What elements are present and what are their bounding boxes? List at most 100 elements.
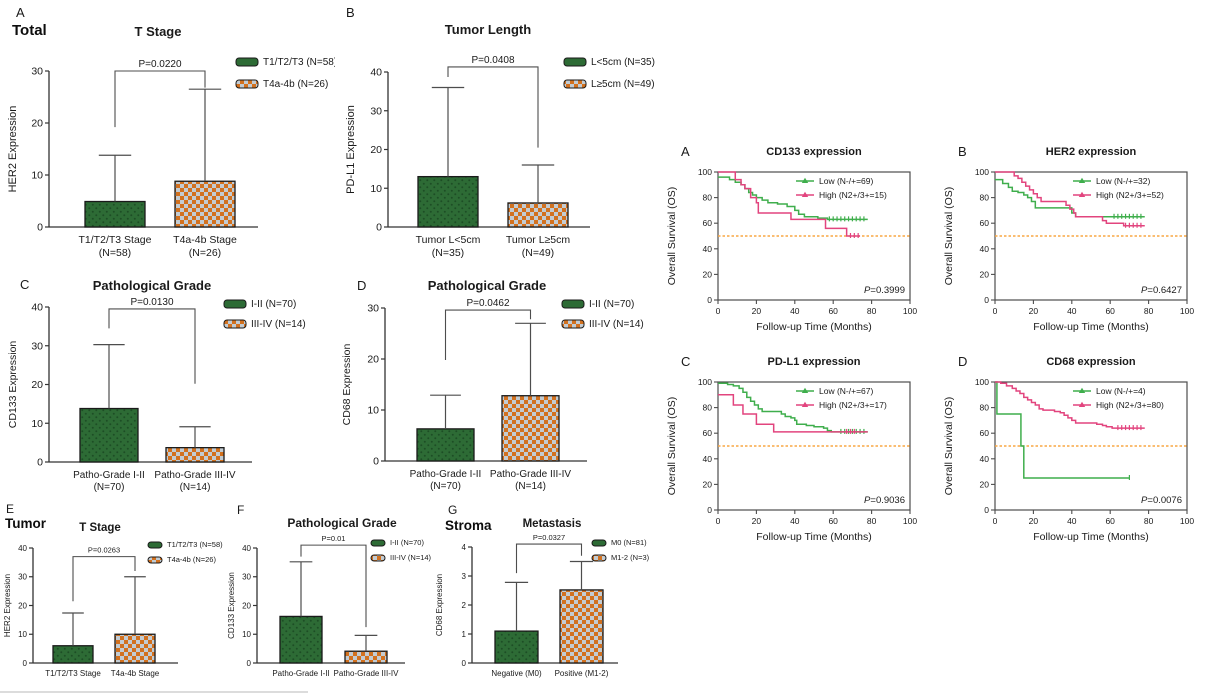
p-value-label: P=0.0263 [88, 546, 120, 555]
y-tick-label: 10 [31, 170, 43, 182]
legend-label: High (N2+/3+=15) [819, 190, 887, 200]
survival-curve-high [995, 381, 1145, 429]
y-tick-label: 100 [698, 167, 712, 177]
category-label: Tumor L≥5cm [506, 234, 571, 246]
panel-letter-g: G [448, 503, 458, 517]
y-tick-label: 20 [31, 118, 43, 130]
bar-chart-svg: 0 10 20 30 40 Pathological Grade CD133 Express… [7, 278, 306, 493]
legend-swatch [591, 539, 607, 547]
y-tick-label: 0 [984, 295, 989, 305]
legend-label: T4a-4b (N=26) [263, 79, 328, 90]
group-label-stroma: Stroma [445, 518, 492, 533]
legend-marker [801, 191, 809, 197]
legend-swatch [223, 299, 247, 309]
legend-marker [1078, 401, 1086, 407]
significance-bracket [515, 543, 583, 574]
y-tick-label: 0 [373, 456, 379, 468]
y-tick-label: 80 [703, 193, 713, 203]
legend-swatch [370, 539, 386, 547]
y-tick-label: 4 [462, 543, 467, 552]
panel-letter-km-b: B [958, 144, 967, 159]
x-tick-label: 100 [1180, 516, 1194, 526]
bar-chart-panel-f: F 0 10 20 30 40 Pathological Grade CD133 Expre… [225, 500, 440, 694]
y-tick-label: 0 [707, 505, 712, 515]
bar-group1 [494, 630, 539, 664]
legend-swatch [223, 319, 247, 329]
bar-group2 [174, 180, 236, 228]
category-label: (N=14) [515, 481, 546, 492]
category-label: Patho-Grade I-II [410, 469, 482, 480]
y-tick-label: 10 [242, 630, 251, 639]
x-tick-label: 80 [1144, 306, 1154, 316]
bar-chart-svg: 0 10 20 30 Pathological Grade CD68 Expression… [341, 278, 644, 492]
category-label: (N=49) [522, 247, 554, 259]
p-value-label: P=0.6427 [1141, 285, 1182, 296]
y-tick-label: 20 [31, 379, 43, 391]
legend-label: Low (N-/+=67) [819, 386, 873, 396]
chart-title: T Stage [135, 24, 182, 39]
y-tick-label: 40 [31, 302, 43, 314]
bar-group2 [507, 202, 569, 228]
y-tick-label: 40 [703, 454, 713, 464]
x-tick-label: 40 [1067, 306, 1077, 316]
panel-letter-a: A [16, 5, 25, 20]
legend-label: I-II (N=70) [390, 538, 424, 547]
chart-title: Pathological Grade [287, 516, 397, 530]
y-tick-label: 40 [370, 67, 382, 79]
y-tick-label: 30 [367, 303, 379, 315]
panel-letter-e: E [6, 502, 15, 516]
survival-chart-svg: 0 20 40 60 80 100 0 20 40 60 80 100 PD-L1 expression… [666, 356, 917, 543]
legend-marker [1078, 177, 1086, 183]
legend-swatch [591, 554, 607, 562]
y-tick-label: 60 [980, 218, 990, 228]
chart-title: CD133 expression [766, 146, 862, 158]
x-axis-label: Follow-up Time (Months) [756, 531, 872, 543]
significance-bracket [108, 308, 196, 384]
category-label: T1/T2/T3 Stage [79, 234, 152, 246]
p-value-label: P=0.3999 [864, 285, 905, 296]
group-label-total: Total [12, 22, 47, 39]
survival-curve-low [995, 381, 1130, 479]
bar-group2 [344, 650, 388, 664]
survival-curve-high [718, 171, 861, 237]
legend-marker [1078, 387, 1086, 393]
bar-chart-panel-g: G Stroma 0 1 2 3 4 Metastasis CD68 Expression P… [430, 500, 662, 694]
legend-label: III-IV (N=14) [589, 319, 644, 330]
bar-chart-panel-c: C 0 10 20 30 40 Pathological Grade CD133 Expre… [0, 272, 335, 520]
category-label: Patho-Grade III-IV [154, 470, 235, 481]
p-value-label: P=0.9036 [864, 495, 905, 506]
legend-marker [801, 177, 809, 183]
y-axis-label: Overall Survival (OS) [666, 187, 678, 286]
y-tick-label: 80 [703, 403, 713, 413]
x-tick-label: 40 [1067, 516, 1077, 526]
legend-label: III-IV (N=14) [390, 553, 432, 562]
y-tick-label: 0 [247, 659, 252, 668]
bar-group1 [52, 645, 94, 664]
x-tick-label: 0 [716, 516, 721, 526]
legend-label: T1/T2/T3 (N=58) [167, 540, 223, 549]
y-tick-label: 40 [18, 544, 27, 553]
y-tick-label: 80 [980, 403, 990, 413]
x-tick-label: 60 [1105, 516, 1115, 526]
p-value-label: P=0.0220 [138, 59, 182, 70]
legend-swatch [561, 299, 585, 309]
bar-group1 [279, 615, 323, 664]
legend-label: T4a-4b (N=26) [167, 555, 216, 564]
legend-label: L<5cm (N=35) [591, 57, 655, 68]
y-tick-label: 20 [242, 601, 251, 610]
y-tick-label: 30 [31, 66, 43, 78]
y-tick-label: 1 [462, 630, 467, 639]
bar-chart-panel-b: B 0 10 20 30 40 Tumor Length PD-L1 Expression P… [338, 0, 663, 270]
category-label: (N=70) [94, 482, 125, 493]
panel-letter-d: D [357, 278, 367, 293]
x-tick-label: 20 [1029, 516, 1039, 526]
y-tick-label: 20 [703, 479, 713, 489]
panel-letter-f: F [237, 503, 245, 517]
screenshot-edge-artifact [0, 691, 308, 693]
panel-letter-km-c: C [681, 354, 691, 369]
survival-chart-svg: 0 20 40 60 80 100 0 20 40 60 80 100 CD133 expression… [666, 146, 917, 333]
y-tick-label: 10 [367, 405, 379, 417]
x-tick-label: 100 [1180, 306, 1194, 316]
legend-swatch [370, 554, 386, 562]
